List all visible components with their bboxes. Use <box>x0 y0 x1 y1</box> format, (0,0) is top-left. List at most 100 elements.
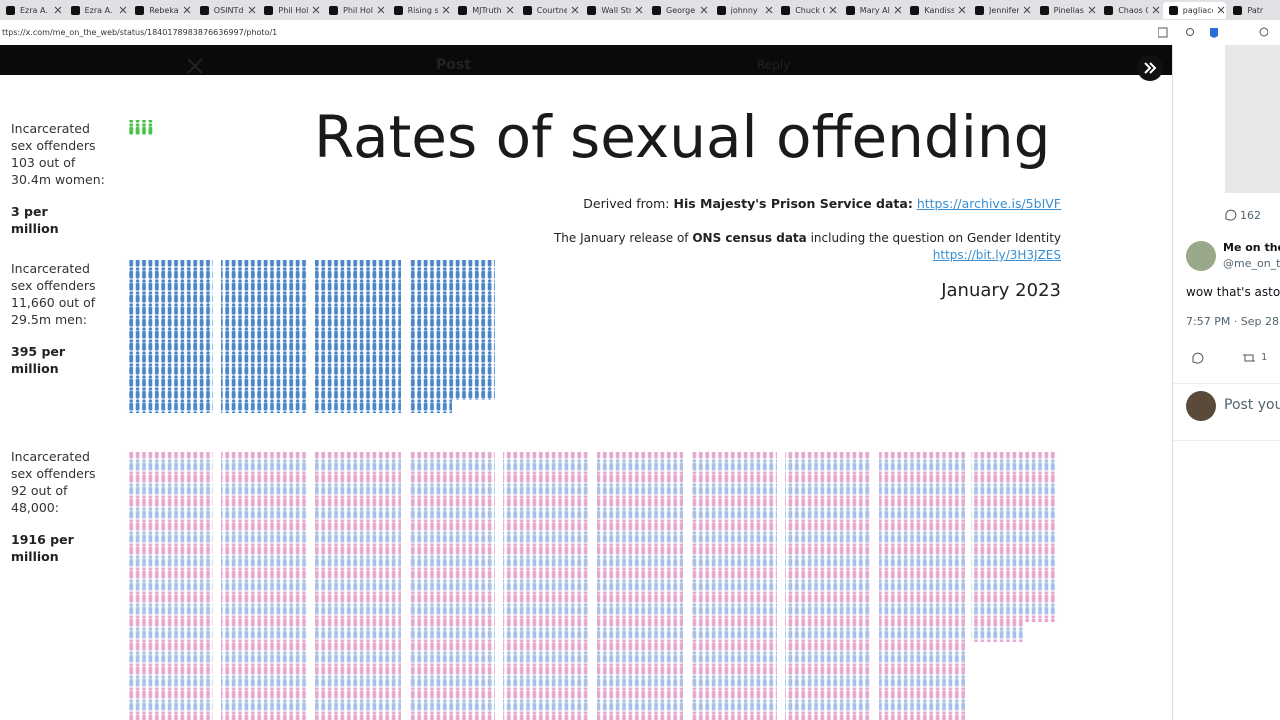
tab[interactable]: Patr <box>1227 2 1280 19</box>
favicon <box>393 6 403 15</box>
favicon <box>135 6 145 15</box>
tab-close[interactable] <box>894 2 902 19</box>
toolbar-icons <box>1158 27 1268 38</box>
tab-title: Pinellas <box>1053 6 1084 15</box>
tab-title: George <box>666 6 696 15</box>
group-label: Incarcerated sex offenders 11,660 out of… <box>11 261 96 327</box>
tab[interactable]: Ezra A. C <box>65 2 128 19</box>
tab-close[interactable] <box>312 2 320 19</box>
sidebar: 162 Me on the @me_on_th wow that's asto … <box>1172 45 1280 720</box>
tab[interactable]: pagliacc <box>1162 2 1226 19</box>
census-link[interactable]: https://bit.ly/3H3JZES <box>932 248 1061 262</box>
tab-title: Courtne <box>536 6 567 15</box>
tab-close[interactable] <box>54 2 62 19</box>
photo: Rates of sexual offending Derived from: … <box>0 75 1172 720</box>
tab[interactable]: johnny <box>711 2 774 19</box>
tab[interactable]: Jennifer <box>969 2 1032 19</box>
divider <box>1173 440 1280 441</box>
tab-close[interactable] <box>442 2 450 19</box>
tab-close[interactable] <box>829 2 837 19</box>
author-name[interactable]: Me on the <box>1223 241 1280 254</box>
tab-title: Kandiss <box>924 6 955 15</box>
favicon <box>70 6 80 15</box>
tab[interactable]: Kandiss <box>904 2 967 19</box>
thumbnail[interactable] <box>1225 45 1280 193</box>
tab[interactable]: Phil Holt <box>258 2 321 19</box>
source-line: Derived from: His Majesty's Prison Servi… <box>583 196 1061 211</box>
tab-title: Phil Holt <box>343 6 373 15</box>
favicon <box>975 6 984 15</box>
expand-button[interactable] <box>1136 54 1164 82</box>
tab-title: johnny <box>730 6 758 15</box>
tab-close[interactable] <box>1217 2 1225 19</box>
tab-bar: Ezra A. C Ezra A. C Rebekah OSINTde Phil Hol… <box>0 0 1280 20</box>
header-title: Post <box>436 57 471 73</box>
image-title: Rates of sexual offending <box>314 103 1051 171</box>
retweet-count: 1 <box>1261 352 1268 363</box>
source-link[interactable]: https://archive.is/5bIVF <box>916 196 1061 211</box>
tab[interactable]: Chaos C <box>1098 2 1161 19</box>
tab[interactable]: Rebekah <box>129 2 192 19</box>
tab-title: Phil Holt <box>278 6 309 15</box>
tab[interactable]: Courtne <box>517 2 580 19</box>
census-suffix: including the question on Gender Identit… <box>810 231 1061 245</box>
address-bar[interactable]: ttps://x.com/me_on_the_web/status/184017… <box>0 20 1280 46</box>
census-line: The January release of ONS census data i… <box>554 230 1061 264</box>
tab-close[interactable] <box>571 2 579 19</box>
tab[interactable]: Pinellas <box>1034 2 1097 19</box>
divider <box>1173 383 1280 384</box>
compose-box[interactable]: Post you <box>1224 397 1280 413</box>
tab-title: Wall Stre <box>601 6 632 15</box>
tab[interactable]: Rising s <box>388 2 451 19</box>
tab-title: Rebekah <box>149 6 179 15</box>
tab-title: Ezra A. C <box>20 6 50 15</box>
favicon <box>199 6 209 15</box>
x-logo <box>187 58 203 74</box>
image-date: January 2023 <box>941 280 1061 301</box>
tab[interactable]: Mary Al <box>840 2 903 19</box>
tab[interactable]: OSINTde <box>194 2 257 19</box>
author-handle: @me_on_th <box>1223 257 1280 270</box>
group-label: Incarcerated sex offenders 92 out of 48,… <box>11 449 96 515</box>
tab-title: Mary Al <box>859 6 890 15</box>
url[interactable]: ttps://x.com/me_on_the_web/status/184017… <box>2 28 278 37</box>
tab-close[interactable] <box>700 2 708 19</box>
favicon <box>1168 6 1178 15</box>
reply-icon[interactable] <box>1190 351 1206 365</box>
tab-title: pagliacc <box>1182 6 1213 15</box>
header-reply[interactable]: Reply <box>757 58 791 72</box>
tab-close[interactable] <box>635 2 643 19</box>
tab-title: Patr <box>1247 6 1264 15</box>
avatar[interactable] <box>1186 241 1216 271</box>
tab-close[interactable] <box>765 2 773 19</box>
tab[interactable]: Phil Holt <box>323 2 386 19</box>
tab-close[interactable] <box>183 2 191 19</box>
tab[interactable]: Chuck C <box>775 2 838 19</box>
group-label: Incarcerated sex offenders 103 out of 30… <box>11 121 105 187</box>
tab-title: Ezra A. C <box>84 6 115 15</box>
group-rate: 1916 per million <box>11 532 74 564</box>
tab-close[interactable] <box>1023 2 1031 19</box>
favicon <box>652 6 661 15</box>
tab-close[interactable] <box>958 2 966 19</box>
tab[interactable]: MJTruth <box>452 2 515 19</box>
tab-title: Jennifer <box>989 6 1019 15</box>
tab[interactable]: Wall Stre <box>581 2 644 19</box>
retweet-icon[interactable] <box>1241 351 1257 365</box>
tab[interactable]: George <box>646 2 709 19</box>
reply-icon[interactable] <box>1223 208 1237 222</box>
tab-close[interactable] <box>119 2 127 19</box>
tab-title: Chuck C <box>795 6 826 15</box>
tab-close[interactable] <box>377 2 385 19</box>
reply-text: wow that's asto <box>1186 285 1280 299</box>
tab-close[interactable] <box>1152 2 1160 19</box>
favicon <box>264 6 274 15</box>
tab-close[interactable] <box>506 2 514 19</box>
tab-close[interactable] <box>248 2 256 19</box>
favicon <box>522 6 532 15</box>
census-prefix: The January release of <box>553 231 689 245</box>
icon-grids <box>127 120 1057 720</box>
tab-close[interactable] <box>1088 2 1096 19</box>
tab[interactable]: Ezra A. C <box>0 2 63 19</box>
